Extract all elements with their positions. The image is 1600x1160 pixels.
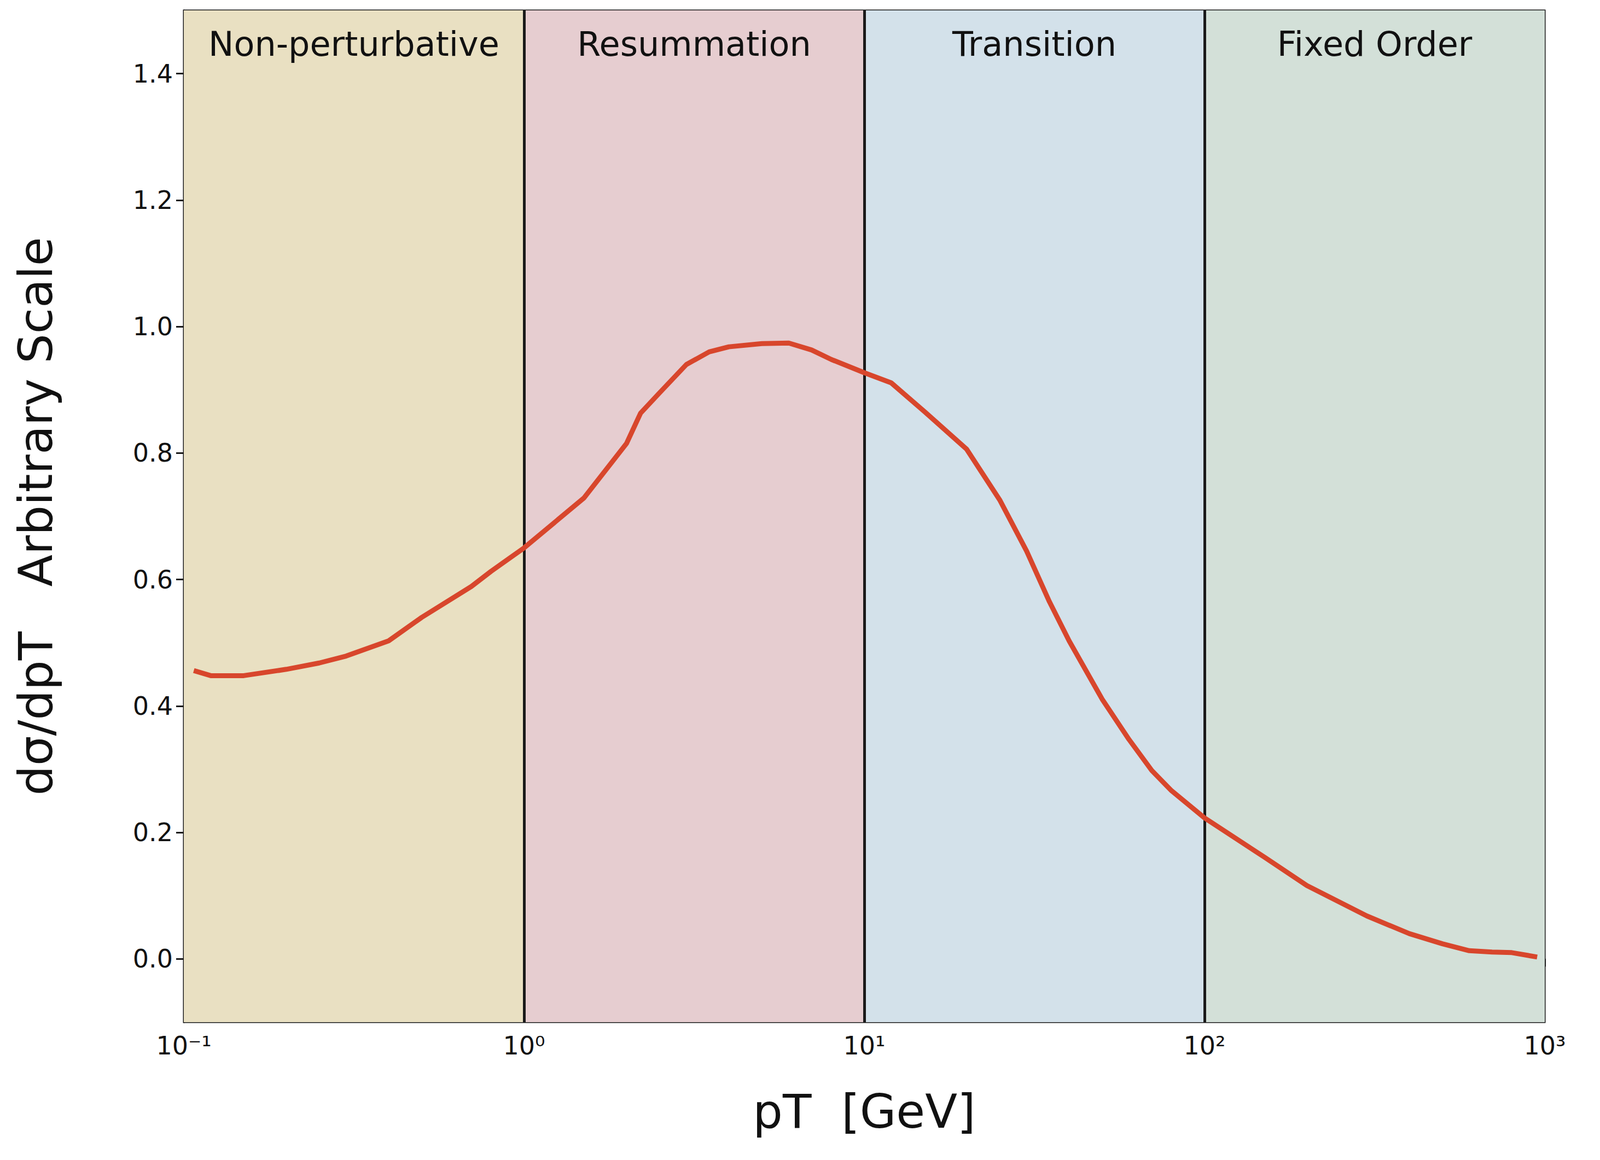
svg-text:10⁰: 10⁰ bbox=[503, 1031, 546, 1061]
svg-text:Non-perturbative: Non-perturbative bbox=[208, 24, 500, 64]
svg-text:10²: 10² bbox=[1183, 1031, 1226, 1061]
svg-text:pT [GeV]: pT [GeV] bbox=[752, 1084, 976, 1139]
svg-text:0.0: 0.0 bbox=[132, 944, 173, 974]
svg-text:0.8: 0.8 bbox=[132, 438, 173, 468]
svg-text:Transition: Transition bbox=[951, 24, 1117, 64]
svg-text:1.0: 1.0 bbox=[132, 311, 173, 342]
svg-text:1.2: 1.2 bbox=[132, 185, 173, 215]
svg-text:Fixed Order: Fixed Order bbox=[1277, 24, 1473, 64]
svg-text:0.4: 0.4 bbox=[132, 691, 173, 721]
svg-text:10³: 10³ bbox=[1523, 1031, 1567, 1061]
svg-text:dσ/dpT Arbitrary Scale: dσ/dpT Arbitrary Scale bbox=[8, 236, 63, 796]
svg-text:0.6: 0.6 bbox=[132, 565, 173, 595]
svg-text:10⁻¹: 10⁻¹ bbox=[155, 1031, 212, 1061]
svg-text:0.2: 0.2 bbox=[132, 817, 173, 848]
svg-text:10¹: 10¹ bbox=[843, 1031, 886, 1061]
svg-text:1.4: 1.4 bbox=[132, 59, 173, 89]
svg-text:Resummation: Resummation bbox=[577, 24, 812, 64]
